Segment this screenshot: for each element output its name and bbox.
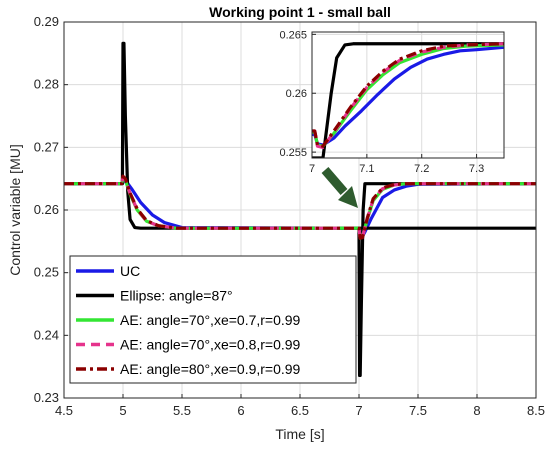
main-x-tick-label: 6 — [237, 403, 244, 418]
main-x-tick-label: 6.5 — [291, 403, 309, 418]
main-x-tick-label: 7.5 — [409, 403, 427, 418]
main-y-ticks: 0.23 0.24 0.25 0.26 0.27 0.28 0.29 — [34, 14, 68, 405]
main-x-tick-label: 8 — [473, 403, 480, 418]
legend-label-1: Ellipse: angle=87° — [120, 288, 233, 304]
main-y-tick-label: 0.27 — [34, 139, 59, 154]
main-series-line-1 — [64, 41, 536, 230]
main-x-tick-label: 8.5 — [527, 403, 545, 418]
legend: UC Ellipse: angle=87° AE: angle=70°,xe=0.7… — [69, 255, 357, 384]
inset-y-tick-label: 0.255 — [279, 147, 307, 159]
inset-x-tick-label: 7.3 — [469, 163, 484, 175]
inset-axes-box — [311, 31, 505, 159]
inset-x-tick-label: 7 — [309, 163, 315, 175]
main-series-line-1 — [357, 182, 536, 378]
main-y-tick-label: 0.28 — [34, 77, 59, 92]
main-x-tick-label: 7 — [355, 403, 362, 418]
main-y-tick-label: 0.25 — [34, 265, 59, 280]
main-x-ticks: 4.5 5 5.5 6 6.5 7 7.5 8 8.5 — [55, 394, 545, 418]
legend-items: UC Ellipse: angle=87° AE: angle=70°,xe=0.7… — [76, 263, 301, 377]
main-y-tick-label: 0.24 — [34, 327, 59, 342]
inset-series-line-3 — [312, 42, 504, 149]
zoom-arrow-icon — [321, 167, 358, 208]
inset-x-tick-label: 7.1 — [359, 163, 374, 175]
legend-label-2: AE: angle=70°,xe=0.7,r=0.99 — [120, 312, 301, 328]
inset-series-group — [312, 42, 504, 158]
main-series-group — [64, 41, 536, 378]
inset-x-ticks: 7 7.1 7.2 7.3 — [309, 154, 484, 175]
inset-series-line-1 — [312, 42, 504, 158]
inset-x-tick-label: 7.2 — [414, 163, 429, 175]
inset-y-ticks: 0.255 0.26 0.265 — [279, 29, 316, 159]
main-x-tick-label: 5 — [119, 403, 126, 418]
main-x-tick-label: 4.5 — [55, 403, 73, 418]
y-axis-label: Control variable [MU] — [7, 144, 23, 276]
main-y-tick-label: 0.23 — [34, 390, 59, 405]
legend-box — [69, 255, 357, 384]
main-y-tick-label: 0.26 — [34, 202, 59, 217]
main-y-tick-label: 0.29 — [34, 14, 59, 29]
main-x-tick-label: 5.5 — [173, 403, 191, 418]
legend-label-4: AE: angle=80°,xe=0.9,r=0.99 — [120, 361, 301, 377]
chart-title: Working point 1 - small ball — [209, 4, 391, 20]
legend-label-0: UC — [120, 263, 140, 279]
inset-y-tick-label: 0.26 — [286, 88, 307, 100]
inset-y-tick-label: 0.265 — [279, 29, 307, 41]
x-axis-label: Time [s] — [275, 426, 324, 442]
main-series-line-4 — [64, 174, 536, 240]
inset-background — [312, 32, 504, 158]
legend-label-3: AE: angle=70°,xe=0.8,r=0.99 — [120, 337, 301, 353]
